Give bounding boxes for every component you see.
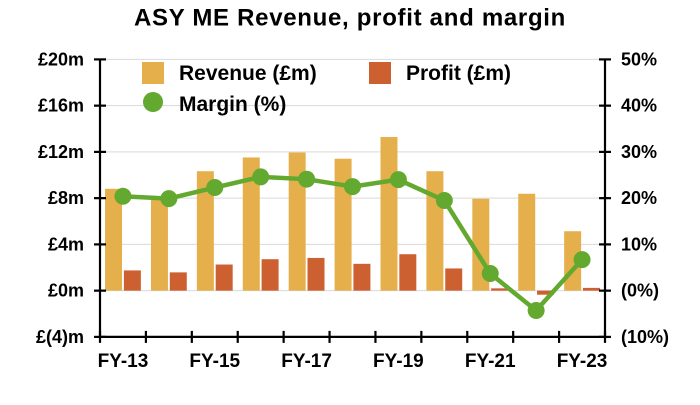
svg-text:Profit (£m): Profit (£m) [406, 62, 511, 85]
svg-text:£12m: £12m [38, 142, 84, 162]
svg-text:FY-13: FY-13 [98, 351, 149, 372]
svg-text:30%: 30% [621, 142, 657, 162]
svg-text:£0m: £0m [48, 281, 84, 301]
svg-text:FY-19: FY-19 [373, 351, 424, 372]
svg-text:Margin (%): Margin (%) [179, 93, 286, 116]
svg-text:(10%): (10%) [621, 327, 669, 347]
svg-text:ASY ME Revenue, profit and mar: ASY ME Revenue, profit and margin [134, 5, 566, 32]
svg-text:£(4)m: £(4)m [36, 327, 84, 347]
svg-text:(0%): (0%) [621, 281, 659, 301]
svg-text:40%: 40% [621, 96, 657, 116]
svg-text:FY-15: FY-15 [189, 351, 240, 372]
svg-text:£20m: £20m [38, 49, 84, 69]
svg-text:20%: 20% [621, 188, 657, 208]
svg-text:£16m: £16m [38, 96, 84, 116]
svg-text:FY-23: FY-23 [557, 351, 608, 372]
svg-text:10%: 10% [621, 234, 657, 254]
svg-text:Revenue (£m): Revenue (£m) [179, 62, 317, 85]
svg-text:£8m: £8m [48, 188, 84, 208]
svg-text:50%: 50% [621, 49, 657, 69]
svg-text:FY-17: FY-17 [281, 351, 332, 372]
svg-text:FY-21: FY-21 [465, 351, 516, 372]
svg-text:£4m: £4m [48, 234, 84, 254]
